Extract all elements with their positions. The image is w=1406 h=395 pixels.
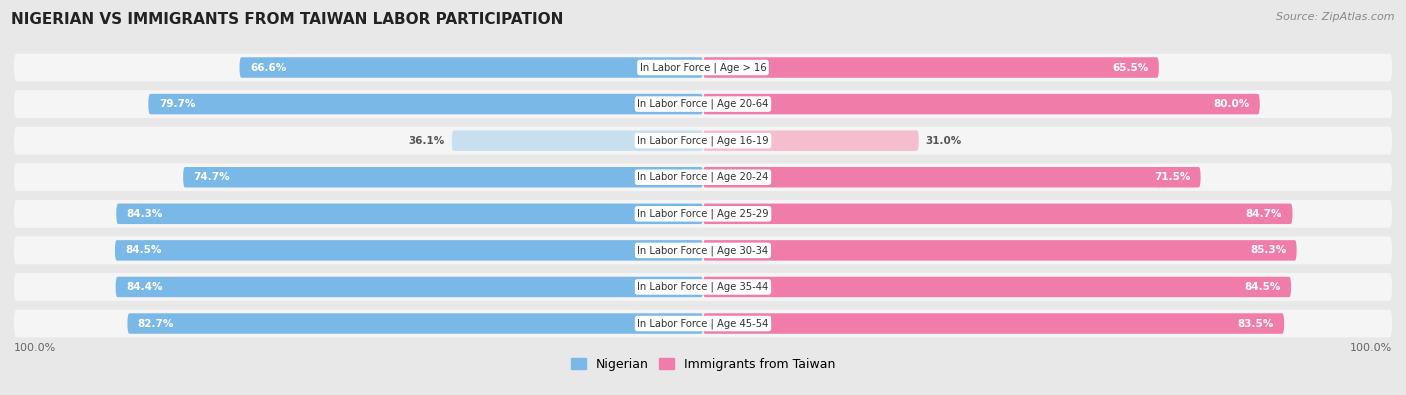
Text: 31.0%: 31.0% — [925, 135, 962, 146]
FancyBboxPatch shape — [148, 94, 703, 114]
FancyBboxPatch shape — [703, 313, 1284, 334]
Text: Source: ZipAtlas.com: Source: ZipAtlas.com — [1277, 12, 1395, 22]
FancyBboxPatch shape — [239, 57, 703, 78]
FancyBboxPatch shape — [14, 200, 1392, 228]
FancyBboxPatch shape — [14, 310, 1392, 337]
FancyBboxPatch shape — [703, 240, 1296, 261]
Text: 100.0%: 100.0% — [14, 342, 56, 353]
Text: 84.5%: 84.5% — [1244, 282, 1281, 292]
Text: 84.5%: 84.5% — [125, 245, 162, 256]
FancyBboxPatch shape — [14, 237, 1392, 264]
Text: 36.1%: 36.1% — [409, 135, 444, 146]
Legend: Nigerian, Immigrants from Taiwan: Nigerian, Immigrants from Taiwan — [565, 353, 841, 376]
FancyBboxPatch shape — [14, 90, 1392, 118]
FancyBboxPatch shape — [703, 167, 1201, 188]
Text: 65.5%: 65.5% — [1112, 62, 1149, 73]
Text: In Labor Force | Age 35-44: In Labor Force | Age 35-44 — [637, 282, 769, 292]
FancyBboxPatch shape — [115, 240, 703, 261]
Text: 84.3%: 84.3% — [127, 209, 163, 219]
Text: 100.0%: 100.0% — [1350, 342, 1392, 353]
Text: In Labor Force | Age > 16: In Labor Force | Age > 16 — [640, 62, 766, 73]
FancyBboxPatch shape — [703, 57, 1159, 78]
Text: 71.5%: 71.5% — [1154, 172, 1191, 182]
Text: 74.7%: 74.7% — [194, 172, 231, 182]
Text: In Labor Force | Age 16-19: In Labor Force | Age 16-19 — [637, 135, 769, 146]
FancyBboxPatch shape — [183, 167, 703, 188]
FancyBboxPatch shape — [117, 203, 703, 224]
Text: 84.7%: 84.7% — [1246, 209, 1282, 219]
Text: NIGERIAN VS IMMIGRANTS FROM TAIWAN LABOR PARTICIPATION: NIGERIAN VS IMMIGRANTS FROM TAIWAN LABOR… — [11, 12, 564, 27]
FancyBboxPatch shape — [14, 54, 1392, 81]
FancyBboxPatch shape — [703, 277, 1291, 297]
FancyBboxPatch shape — [115, 277, 703, 297]
Text: 80.0%: 80.0% — [1213, 99, 1250, 109]
FancyBboxPatch shape — [703, 94, 1260, 114]
Text: 79.7%: 79.7% — [159, 99, 195, 109]
Text: In Labor Force | Age 45-54: In Labor Force | Age 45-54 — [637, 318, 769, 329]
Text: In Labor Force | Age 25-29: In Labor Force | Age 25-29 — [637, 209, 769, 219]
FancyBboxPatch shape — [451, 130, 703, 151]
Text: In Labor Force | Age 30-34: In Labor Force | Age 30-34 — [637, 245, 769, 256]
FancyBboxPatch shape — [14, 127, 1392, 154]
Text: 83.5%: 83.5% — [1237, 318, 1274, 329]
FancyBboxPatch shape — [703, 203, 1292, 224]
FancyBboxPatch shape — [703, 130, 918, 151]
Text: 85.3%: 85.3% — [1250, 245, 1286, 256]
Text: 82.7%: 82.7% — [138, 318, 174, 329]
FancyBboxPatch shape — [14, 273, 1392, 301]
Text: 66.6%: 66.6% — [250, 62, 287, 73]
FancyBboxPatch shape — [14, 164, 1392, 191]
FancyBboxPatch shape — [128, 313, 703, 334]
Text: In Labor Force | Age 20-64: In Labor Force | Age 20-64 — [637, 99, 769, 109]
Text: In Labor Force | Age 20-24: In Labor Force | Age 20-24 — [637, 172, 769, 182]
Text: 84.4%: 84.4% — [127, 282, 163, 292]
